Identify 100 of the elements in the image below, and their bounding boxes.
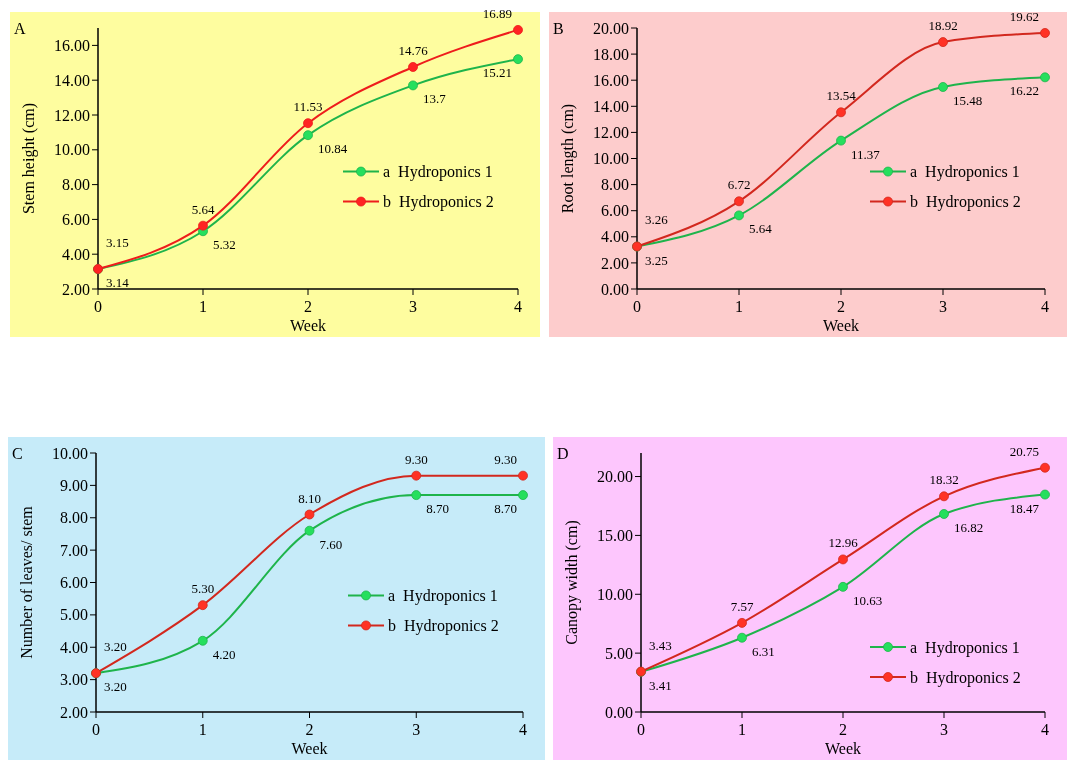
data-label: 10.84 xyxy=(318,141,348,157)
data-label: 10.63 xyxy=(853,592,883,608)
x-axis-title: Week xyxy=(289,317,327,334)
x-tick-label: 1 xyxy=(738,721,746,738)
y-tick-label: 10.00 xyxy=(597,585,633,603)
data-label: 12.96 xyxy=(828,535,859,551)
y-tick-label: 8.00 xyxy=(601,176,629,194)
y-tick-label: 12.00 xyxy=(593,124,629,141)
data-label: 16.82 xyxy=(954,519,984,535)
x-tick-label: 4 xyxy=(1041,721,1049,738)
data-label: 5.32 xyxy=(213,237,236,253)
chart-title: A xyxy=(14,20,26,37)
data-label: 6.31 xyxy=(752,643,775,659)
data-label: 3.41 xyxy=(649,677,672,693)
data-label: 13.7 xyxy=(423,91,447,107)
x-tick-label: 0 xyxy=(637,721,645,738)
data-label: 3.20 xyxy=(104,679,127,695)
data-label: 15.48 xyxy=(953,92,983,108)
y-tick-label: 2.00 xyxy=(601,254,629,272)
y-tick-label: 4.00 xyxy=(601,228,629,246)
x-tick-label: 4 xyxy=(519,721,527,738)
x-tick-label: 0 xyxy=(94,298,102,315)
data-label: 19.62 xyxy=(1009,8,1039,24)
y-tick-label: 6.00 xyxy=(62,211,90,228)
chart-title: C xyxy=(12,445,23,462)
legend-label: a Hydroponics 1 xyxy=(910,163,1020,182)
y-tick-label: 16.00 xyxy=(593,71,629,89)
data-label: 8.10 xyxy=(298,490,321,506)
data-label: 8.70 xyxy=(426,501,449,517)
x-tick-label: 4 xyxy=(514,298,522,315)
y-tick-label: 6.00 xyxy=(601,202,629,220)
chart-title: D xyxy=(557,445,569,462)
y-tick-label: 0.00 xyxy=(605,703,633,721)
data-label: 7.57 xyxy=(730,598,754,614)
data-label: 8.70 xyxy=(494,501,517,517)
data-label: 18.32 xyxy=(929,472,959,488)
x-axis-title: Week xyxy=(822,317,860,334)
x-tick-label: 3 xyxy=(412,721,421,738)
data-label: 3.20 xyxy=(104,639,127,655)
y-tick-label: 16.00 xyxy=(54,37,90,54)
x-tick-label: 2 xyxy=(839,721,847,738)
x-tick-label: 0 xyxy=(633,298,641,315)
y-tick-label: 2.00 xyxy=(62,280,90,298)
y-axis-title: Number of leaves/ stem xyxy=(18,505,35,659)
x-axis-title: Week xyxy=(291,740,328,757)
y-tick-label: 8.00 xyxy=(62,176,90,194)
data-label: 3.14 xyxy=(106,275,130,291)
y-tick-label: 15.00 xyxy=(597,527,633,545)
x-tick-label: 3 xyxy=(940,721,948,738)
x-tick-label: 3 xyxy=(409,298,417,315)
y-tick-label: 2.00 xyxy=(60,703,88,721)
y-tick-label: 20.00 xyxy=(593,19,629,37)
legend-label: b Hydroponics 2 xyxy=(910,193,1021,212)
x-tick-label: 2 xyxy=(837,298,845,315)
y-tick-label: 18.00 xyxy=(593,45,629,63)
x-tick-label: 2 xyxy=(304,298,312,315)
legend-label: a Hydroponics 1 xyxy=(910,638,1020,657)
y-tick-label: 20.00 xyxy=(597,468,633,486)
data-label: 5.64 xyxy=(749,221,773,237)
x-tick-label: 2 xyxy=(305,721,314,738)
data-label: 18.92 xyxy=(928,18,958,34)
legend-label: a Hydroponics 1 xyxy=(388,587,498,606)
data-label: 3.26 xyxy=(645,212,669,228)
y-axis-title: Root length (cm) xyxy=(559,103,577,214)
x-tick-label: 3 xyxy=(939,298,947,315)
x-tick-label: 4 xyxy=(1041,298,1049,315)
data-label: 13.54 xyxy=(826,88,857,104)
y-tick-label: 10.00 xyxy=(52,444,88,462)
data-label: 11.53 xyxy=(293,99,323,115)
data-label: 18.47 xyxy=(1009,500,1040,516)
data-label: 15.21 xyxy=(482,65,512,81)
y-tick-label: 5.00 xyxy=(605,644,633,662)
y-tick-label: 9.00 xyxy=(60,476,88,494)
legend-label: b Hydroponics 2 xyxy=(383,193,494,212)
data-label: 6.72 xyxy=(727,177,751,193)
y-tick-label: 10.00 xyxy=(54,141,90,159)
data-label: 3.25 xyxy=(645,252,668,268)
x-axis-title: Week xyxy=(824,740,862,757)
y-tick-label: 10.00 xyxy=(593,150,629,168)
y-tick-label: 6.00 xyxy=(60,574,88,592)
data-label: 5.64 xyxy=(191,201,215,217)
y-tick-label: 14.00 xyxy=(593,97,629,115)
data-label: 20.75 xyxy=(1009,443,1039,459)
y-tick-label: 14.00 xyxy=(54,71,90,89)
x-tick-label: 1 xyxy=(735,298,743,315)
data-label: 14.76 xyxy=(398,42,429,58)
y-tick-label: 8.00 xyxy=(60,509,88,527)
data-label: 16.89 xyxy=(482,5,512,21)
x-tick-label: 1 xyxy=(199,298,207,315)
y-tick-label: 0.00 xyxy=(601,280,629,298)
legend-label: a Hydroponics 1 xyxy=(383,163,493,182)
chart-title: B xyxy=(553,20,564,37)
y-tick-label: 12.00 xyxy=(54,106,90,124)
x-tick-label: 1 xyxy=(198,721,207,738)
y-axis-title: Canopy width (cm) xyxy=(563,520,581,645)
y-axis-title: Stem height (cm) xyxy=(20,102,38,215)
data-label: 4.20 xyxy=(212,646,236,662)
data-label: 9.30 xyxy=(404,451,428,467)
data-label: 5.30 xyxy=(191,581,215,597)
y-tick-label: 4.00 xyxy=(62,245,90,263)
